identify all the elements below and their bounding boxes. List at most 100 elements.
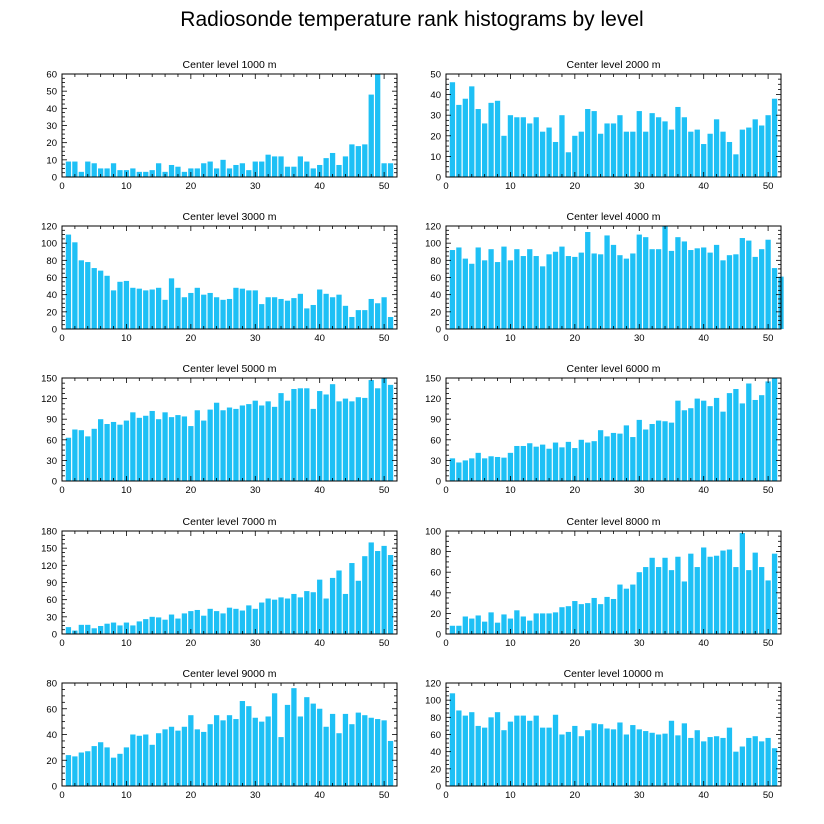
panel-title: Center level 6000 m [567, 363, 661, 375]
y-tick-label: 40 [430, 588, 441, 599]
bar [610, 432, 617, 481]
bar [591, 597, 597, 634]
x-tick-label: 40 [698, 181, 709, 192]
panel-title: Center level 9000 m [183, 668, 277, 680]
y-tick-label: 30 [430, 456, 441, 467]
bar [539, 444, 546, 481]
bar [668, 129, 675, 177]
bar [291, 688, 297, 786]
bar [123, 747, 130, 787]
bar [110, 163, 117, 177]
bar [597, 133, 604, 177]
bar [329, 713, 336, 786]
bar [617, 255, 623, 329]
y-tick-label: 100 [425, 527, 441, 538]
bar [239, 288, 246, 329]
bar [91, 428, 97, 481]
bar [136, 288, 142, 329]
bar [188, 611, 194, 634]
bar [239, 163, 246, 177]
bar [733, 567, 739, 634]
bar [720, 131, 726, 177]
bar [643, 429, 649, 481]
bar [578, 604, 584, 634]
bar [181, 416, 188, 481]
bar [546, 448, 552, 481]
y-tick-label: 20 [430, 609, 441, 620]
bar [514, 445, 520, 481]
bar [304, 591, 310, 634]
bar [284, 598, 291, 634]
bar [675, 106, 681, 177]
bar [259, 304, 265, 329]
bar [533, 117, 539, 177]
bar [201, 731, 207, 786]
bar [98, 270, 104, 329]
bar [155, 617, 162, 634]
x-tick-label: 30 [250, 638, 261, 649]
bar [117, 170, 123, 177]
bar [252, 608, 258, 634]
bar [252, 717, 258, 786]
bar [578, 736, 584, 786]
x-tick-label: 0 [443, 485, 448, 496]
bar [207, 608, 213, 634]
bar [375, 551, 381, 634]
bar [329, 384, 336, 481]
bar [381, 163, 387, 177]
y-tick-label: 60 [46, 273, 57, 284]
bar [78, 260, 84, 329]
panel-title: Center level 7000 m [183, 516, 277, 528]
y-tick-label: 30 [46, 121, 57, 132]
bar [462, 460, 468, 481]
bar [284, 166, 291, 177]
bar [130, 168, 136, 177]
bar [456, 462, 462, 481]
bar [265, 716, 271, 786]
bar [310, 304, 316, 329]
bar [175, 618, 181, 634]
bar [181, 726, 188, 786]
x-tick-label: 30 [634, 485, 645, 496]
bar [98, 168, 104, 177]
bar [213, 402, 220, 481]
x-tick-label: 10 [505, 333, 516, 344]
y-tick-label: 40 [46, 730, 57, 741]
bar [733, 254, 739, 329]
bar [449, 625, 456, 634]
bar [746, 570, 752, 634]
bar [85, 624, 91, 634]
bar [355, 397, 361, 481]
bar [475, 615, 481, 634]
y-tick-label: 50 [46, 87, 57, 98]
bar [771, 378, 778, 481]
x-tick-label: 20 [570, 638, 581, 649]
bar [759, 249, 765, 329]
bar [291, 593, 297, 634]
bar [213, 168, 220, 177]
bar [284, 400, 291, 481]
bar [713, 555, 720, 634]
bar [194, 410, 200, 481]
y-tick-label: 120 [425, 679, 441, 690]
x-tick-label: 20 [186, 638, 197, 649]
bar [636, 729, 642, 786]
bar [752, 119, 758, 177]
bar [681, 241, 687, 329]
bar [188, 292, 194, 329]
bar [220, 613, 226, 634]
y-tick-label: 10 [430, 152, 441, 163]
panel-title: Center level 4000 m [567, 211, 661, 223]
bar [110, 421, 117, 481]
y-tick-label: 120 [425, 394, 441, 405]
bar [662, 226, 668, 329]
bar [655, 567, 662, 634]
bar [649, 113, 655, 177]
x-tick-label: 30 [634, 181, 645, 192]
bar [494, 712, 501, 786]
bar [559, 447, 565, 481]
bar [759, 741, 765, 786]
bar [323, 726, 329, 786]
bar [104, 747, 110, 787]
bar [636, 419, 642, 481]
